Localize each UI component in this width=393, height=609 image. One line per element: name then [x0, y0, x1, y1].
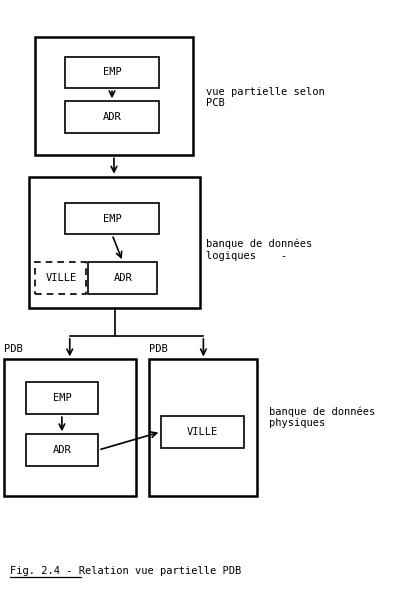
Bar [35, 37, 193, 155]
Text: PDB: PDB [149, 345, 168, 354]
Bar [149, 359, 257, 496]
Text: PDB: PDB [4, 345, 23, 354]
Text: EMP: EMP [103, 68, 121, 77]
Bar [4, 359, 136, 496]
Text: VILLE: VILLE [187, 427, 218, 437]
Bar [88, 262, 157, 294]
Bar [26, 382, 98, 414]
Text: ADR: ADR [103, 112, 121, 122]
Text: banque de données
physiques: banque de données physiques [269, 406, 375, 428]
Text: banque de données
logiques    -: banque de données logiques - [206, 239, 312, 261]
Text: ADR: ADR [53, 445, 71, 455]
Text: ADR: ADR [114, 273, 132, 283]
Bar [161, 416, 244, 448]
Bar [65, 101, 159, 133]
Text: EMP: EMP [53, 393, 71, 403]
Bar [26, 434, 98, 466]
Bar [65, 203, 159, 234]
Bar [29, 177, 200, 308]
Text: VILLE: VILLE [45, 273, 77, 283]
Text: Fig. 2.4 - Relation vue partielle PDB: Fig. 2.4 - Relation vue partielle PDB [10, 566, 241, 576]
Text: vue partielle selon
PCB: vue partielle selon PCB [206, 86, 325, 108]
Text: EMP: EMP [103, 214, 121, 224]
Bar [35, 262, 86, 294]
Bar [65, 57, 159, 88]
